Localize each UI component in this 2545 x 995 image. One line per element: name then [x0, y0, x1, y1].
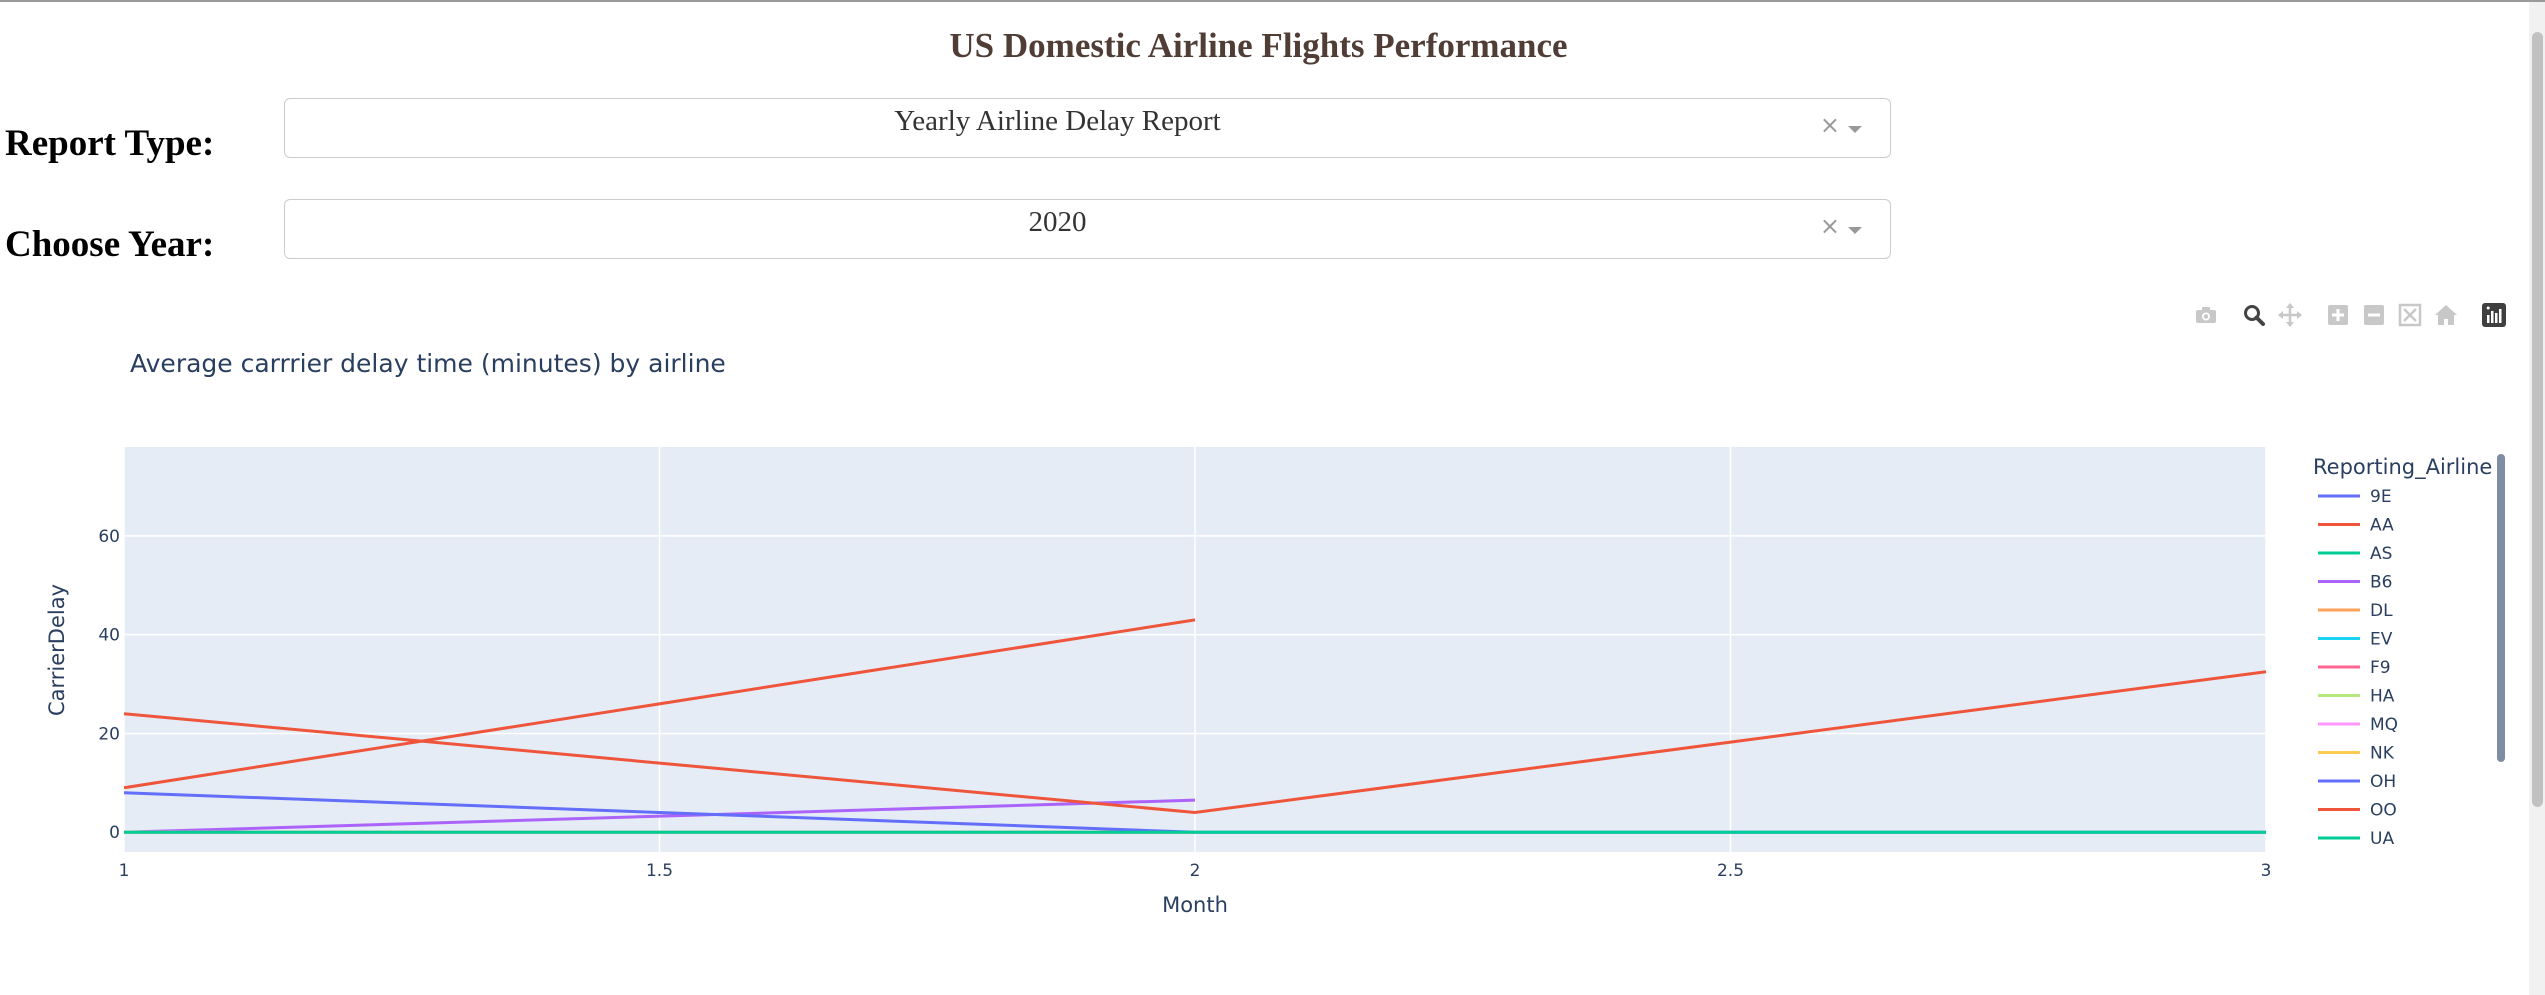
legend-label: DL [2370, 601, 2393, 621]
page-title: US Domestic Airline Flights Performance [949, 26, 1568, 65]
legend-scrollbar [2497, 454, 2505, 762]
y-tick-label: 60 [98, 527, 120, 547]
x-tick-label: 2 [1190, 861, 1201, 881]
chevron-down-icon[interactable] [1848, 126, 1862, 133]
page-scrollbar-thumb[interactable] [2532, 32, 2543, 807]
legend-label: AA [2370, 516, 2394, 536]
plotly-logo-icon[interactable] [2481, 302, 2507, 328]
year-value: 2020 [1028, 206, 1087, 238]
year-dropdown[interactable]: 2020 × [284, 199, 1891, 259]
chart-title: Average carrrier delay time (minutes) by… [130, 349, 726, 378]
clear-icon[interactable]: × [1819, 212, 1840, 240]
x-tick-label: 1 [119, 861, 130, 881]
series-line-oo [123, 670, 2267, 814]
legend-label: F9 [2370, 658, 2391, 678]
choose-year-label: Choose Year: [5, 224, 215, 265]
legend-label: B6 [2370, 573, 2392, 593]
zoom-icon[interactable] [2241, 302, 2267, 328]
x-axis-label: Month [1162, 893, 1228, 917]
camera-icon[interactable] [2193, 302, 2219, 328]
legend-label: NK [2370, 744, 2395, 764]
clear-icon[interactable]: × [1819, 111, 1840, 139]
x-tick-label: 1.5 [646, 861, 673, 881]
legend-label: OO [2370, 801, 2397, 821]
y-tick-label: 20 [98, 724, 120, 744]
x-tick-label: 2.5 [1717, 861, 1744, 881]
legend-title: Reporting_Airline [2313, 455, 2492, 480]
series-line-aa [123, 618, 1196, 790]
report-type-label: Report Type: [5, 123, 215, 164]
report-type-dropdown[interactable]: Yearly Airline Delay Report × [284, 98, 1891, 158]
report-type-value: Yearly Airline Delay Report [894, 105, 1221, 137]
x-tick-label: 3 [2261, 861, 2272, 881]
legend-label: UA [2370, 829, 2394, 849]
chevron-down-icon[interactable] [1848, 227, 1862, 234]
pan-icon[interactable] [2277, 302, 2303, 328]
legend-label: 9E [2370, 487, 2392, 507]
chart-modebar [0, 302, 2545, 332]
legend-label: MQ [2370, 715, 2398, 735]
legend-label: AS [2370, 544, 2392, 564]
zoom-in-icon[interactable] [2325, 302, 2351, 328]
y-axis-label: CarrierDelay [45, 584, 69, 716]
legend-label: EV [2370, 630, 2393, 650]
y-tick-label: 40 [98, 626, 120, 646]
y-tick-label: 0 [109, 823, 120, 843]
autoscale-icon[interactable] [2397, 302, 2423, 328]
legend-label: OH [2370, 772, 2396, 792]
zoom-out-icon[interactable] [2361, 302, 2387, 328]
legend-label: HA [2370, 687, 2395, 707]
reset-axes-icon[interactable] [2433, 302, 2459, 328]
series-line-b6 [123, 798, 1196, 834]
